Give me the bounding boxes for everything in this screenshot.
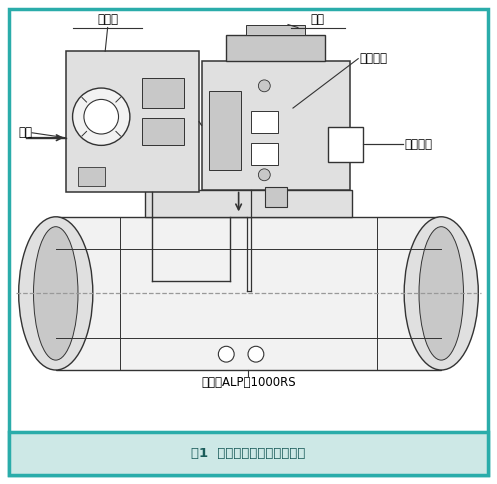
- Bar: [66, 51, 199, 192]
- Bar: [246, 25, 305, 35]
- Circle shape: [73, 88, 130, 145]
- Bar: [142, 118, 184, 145]
- Bar: [78, 167, 105, 186]
- Circle shape: [218, 346, 234, 362]
- Circle shape: [248, 346, 264, 362]
- Ellipse shape: [419, 227, 464, 360]
- Text: 角行程ALP－1000RS: 角行程ALP－1000RS: [201, 376, 296, 389]
- Text: 定位器: 定位器: [97, 13, 118, 26]
- Text: 松动部位: 松动部位: [404, 137, 432, 151]
- Ellipse shape: [404, 217, 478, 370]
- Ellipse shape: [19, 217, 93, 370]
- Text: 气源: 气源: [18, 126, 32, 139]
- Bar: [145, 190, 352, 217]
- Bar: [328, 127, 363, 163]
- Bar: [251, 143, 278, 165]
- Bar: [142, 78, 184, 108]
- Text: 图1  改造前定位器安装示意图: 图1 改造前定位器安装示意图: [191, 447, 306, 460]
- Bar: [9, 432, 488, 475]
- Text: 支架: 支架: [311, 13, 325, 26]
- Circle shape: [258, 169, 270, 181]
- Bar: [56, 217, 441, 370]
- Bar: [265, 187, 287, 207]
- Bar: [251, 110, 278, 133]
- Circle shape: [258, 80, 270, 92]
- Circle shape: [84, 99, 118, 134]
- Bar: [209, 91, 241, 170]
- Text: 易断裂处: 易断裂处: [360, 52, 388, 65]
- Ellipse shape: [33, 227, 78, 360]
- Bar: [202, 61, 350, 190]
- Bar: [226, 35, 325, 61]
